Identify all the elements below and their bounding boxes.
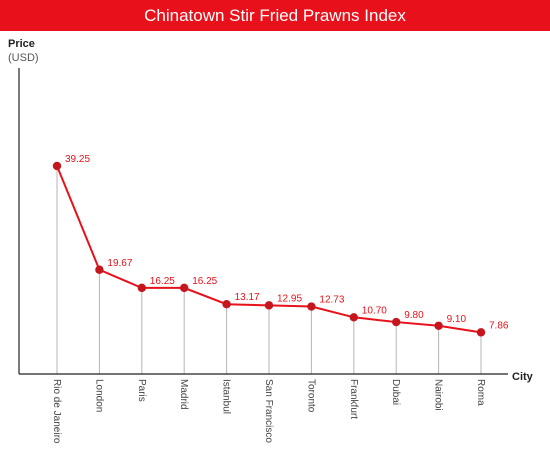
data-label: 19.67 — [107, 258, 132, 269]
x-axis-label: City — [512, 371, 534, 383]
data-point — [307, 302, 316, 311]
x-tick-label: Istanbul — [221, 379, 232, 414]
x-tick-label: Roma — [475, 379, 486, 406]
data-label: 16.25 — [150, 276, 175, 287]
data-label: 12.73 — [319, 295, 344, 306]
data-point — [180, 283, 189, 293]
chart-title: Chinatown Stir Fried Prawns Index — [144, 5, 406, 25]
y-axis-unit: (USD) — [8, 52, 39, 64]
data-point — [434, 321, 443, 330]
x-tick-label: San Francisco — [263, 379, 274, 443]
drop-lines — [56, 166, 482, 374]
data-point — [476, 328, 486, 337]
x-tick-label: Paris — [136, 379, 147, 402]
data-label: 16.25 — [192, 276, 217, 287]
data-label: 39.25 — [65, 154, 90, 165]
y-axis-label: Price — [8, 38, 35, 50]
data-label: 9.80 — [404, 310, 424, 321]
data-label: 12.95 — [277, 293, 302, 304]
data-label: 13.17 — [235, 292, 260, 303]
data-point — [222, 300, 231, 309]
x-tick-label: Frankfurt — [348, 379, 359, 419]
x-tick-label: Nairobi — [433, 379, 444, 411]
data-label: 7.86 — [489, 320, 509, 331]
x-tick-label: Rio de Janeiro — [51, 379, 62, 444]
data-point — [264, 301, 274, 310]
data-point — [392, 317, 401, 327]
chart-title-bar: Chinatown Stir Fried Prawns Index — [0, 0, 550, 31]
axes — [18, 68, 508, 375]
data-point — [137, 283, 146, 293]
x-tick-label: Dubai — [390, 379, 401, 405]
data-point — [95, 265, 104, 274]
data-point — [52, 161, 62, 171]
data-markers — [52, 161, 486, 337]
x-tick-labels: Rio de Janeiro London Paris Madrid Istanbul S… — [51, 379, 486, 444]
data-label: 10.70 — [362, 305, 387, 316]
data-label: 9.10 — [447, 314, 467, 325]
data-point — [349, 313, 358, 322]
x-tick-label: Madrid — [178, 379, 189, 410]
data-labels: 39.25 19.67 16.25 16.25 13.17 12.95 12.73 10.70… — [65, 154, 509, 331]
x-tick-label: Toronto — [305, 379, 316, 413]
x-tick-label: London — [93, 379, 104, 412]
